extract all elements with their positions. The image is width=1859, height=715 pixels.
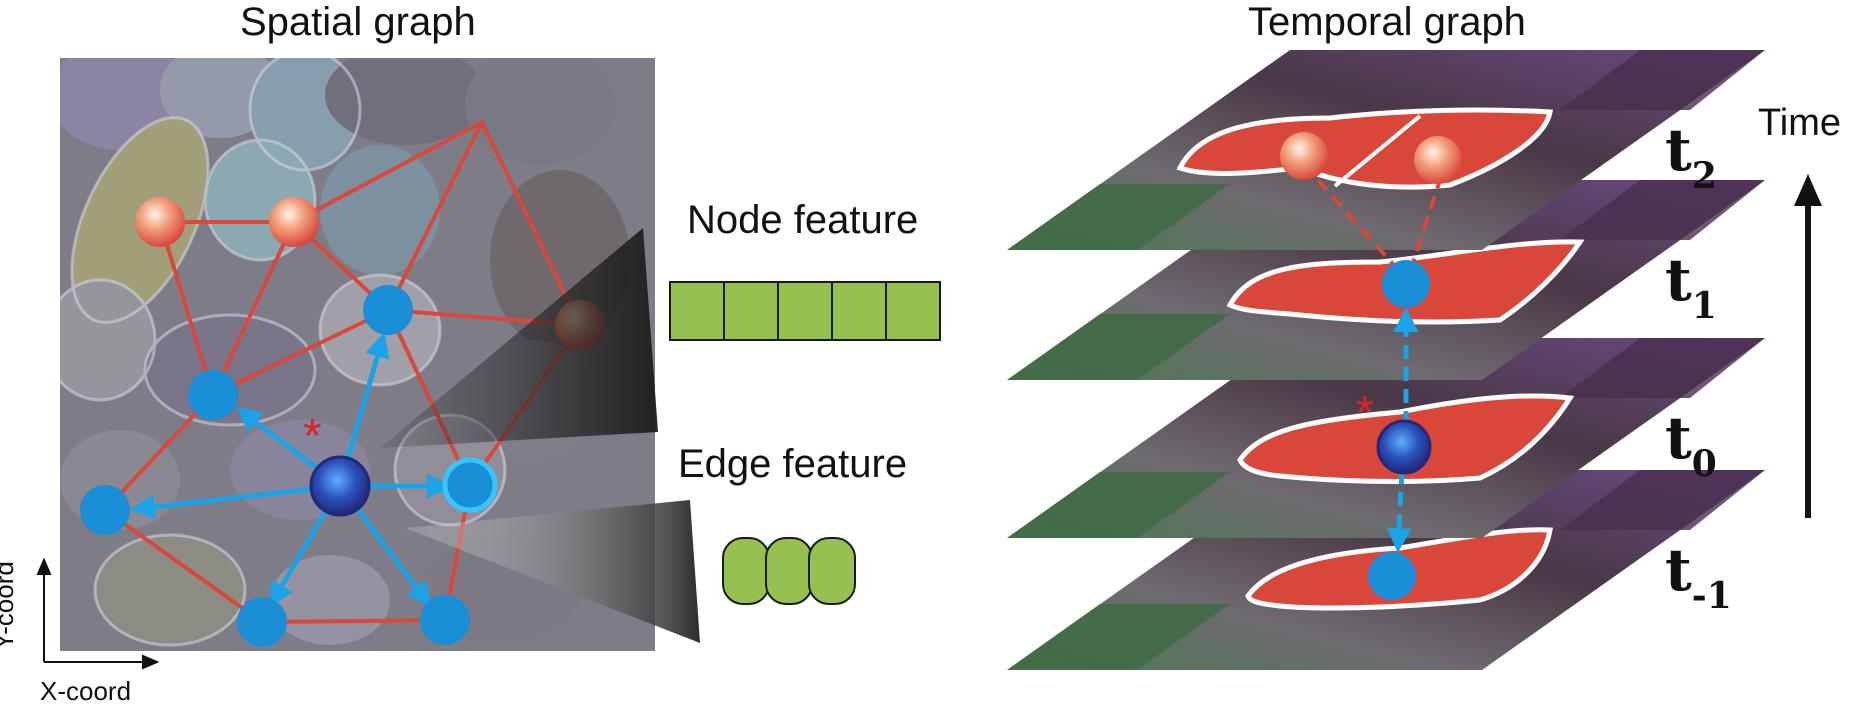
- node-feature-label: Node feature: [687, 198, 919, 242]
- time-layer-label: t1: [1665, 246, 1717, 327]
- node-orange: [269, 197, 319, 247]
- edge-feature-cell: [808, 537, 856, 605]
- node-blue: [1368, 552, 1416, 600]
- node-center: [309, 455, 371, 517]
- time-layer-label: t2: [1665, 116, 1717, 197]
- node-feature-cell: [885, 281, 941, 341]
- edge-feature-cell: [765, 537, 813, 605]
- target-marker: *: [1356, 386, 1374, 438]
- node-blue: [188, 370, 238, 420]
- node-blue: [363, 285, 413, 335]
- node-blue: [420, 595, 470, 645]
- time-layer-label: t0: [1665, 404, 1717, 485]
- node-orange: [1280, 132, 1328, 180]
- node-center: [1376, 419, 1432, 475]
- target-marker: *: [303, 410, 322, 463]
- edge-feature-cone: [405, 500, 700, 643]
- node-feature-cell: [777, 281, 833, 341]
- time-layer: t2: [1007, 50, 1765, 250]
- time-layer-label: t-1: [1665, 536, 1732, 617]
- temporal-layers: t-1 t0 t1 t2 *: [1007, 50, 1765, 670]
- spatial-title: Spatial graph: [240, 0, 476, 44]
- edge-feature-label: Edge feature: [678, 442, 908, 486]
- node-feature-vector: [669, 281, 941, 341]
- node-orange: [1414, 136, 1462, 184]
- edge-feature-vector: [722, 537, 856, 605]
- coord-axes: [36, 557, 160, 670]
- node-feature-cell: [831, 281, 887, 341]
- x-axis-label: X-coord: [40, 676, 132, 706]
- time-arrow: [1794, 174, 1822, 518]
- node-blue: [80, 485, 130, 535]
- y-axis-label: Y-coord: [0, 561, 19, 650]
- node-blue-highlight: [442, 457, 498, 513]
- node-orange: [135, 197, 185, 247]
- edge-feature-cell: [722, 537, 770, 605]
- node-blue: [1382, 260, 1430, 308]
- time-label: Time: [1758, 102, 1842, 144]
- node-feature-cell: [723, 281, 779, 341]
- node-feature-cell: [669, 281, 725, 341]
- temporal-title: Temporal graph: [1248, 0, 1526, 44]
- node-feature-cone: [380, 228, 658, 448]
- temporal-nodes: [1280, 132, 1462, 600]
- node-blue: [237, 597, 287, 647]
- temporal-edges: [1316, 178, 1442, 553]
